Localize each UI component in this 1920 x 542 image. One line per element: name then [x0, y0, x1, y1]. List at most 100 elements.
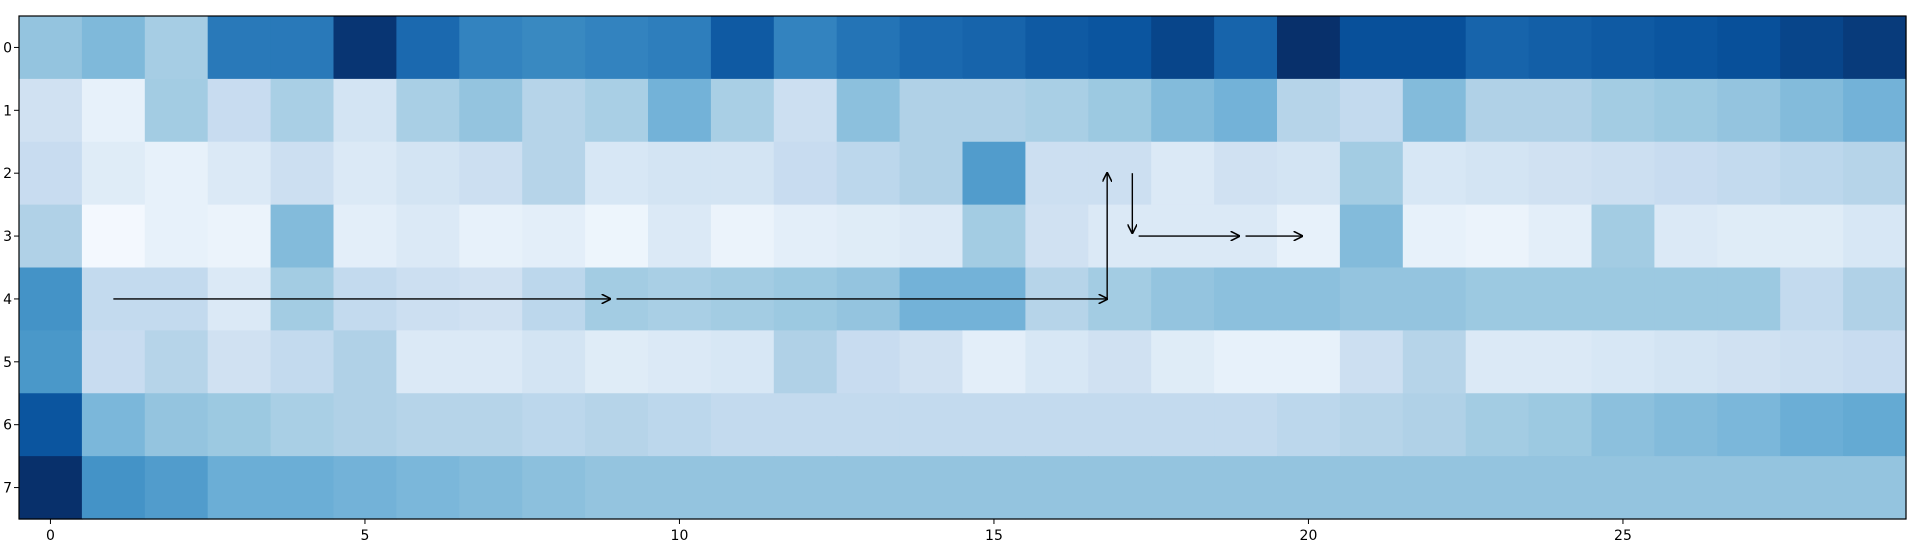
heatmap-cell-r3-c10 — [648, 204, 712, 269]
heatmap-cell-r0-c5 — [333, 16, 397, 80]
heatmap-cell-r0-c22 — [1402, 16, 1467, 80]
heatmap-cell-r2-c18 — [1151, 141, 1215, 206]
heatmap-cell-r1-c20 — [1277, 78, 1341, 143]
heatmap-cell-r0-c7 — [459, 16, 523, 80]
x-tick-label-20: 20 — [1300, 528, 1318, 542]
heatmap-cell-r0-c28 — [1780, 16, 1844, 80]
x-tick-label-25: 25 — [1614, 528, 1632, 542]
heatmap-cell-r3-c3 — [207, 204, 272, 269]
heatmap-cell-r2-c0 — [19, 141, 83, 206]
heatmap-cell-r3-c23 — [1465, 204, 1530, 269]
heatmap-cell-r1-c2 — [144, 78, 209, 143]
heatmap-cell-r5-c4 — [270, 330, 335, 394]
heatmap-cell-r5-c8 — [522, 330, 586, 394]
heatmap-cell-r4-c29 — [1843, 267, 1907, 331]
heatmap-cell-r3-c22 — [1402, 204, 1467, 269]
heatmap-cell-r6-c8 — [522, 393, 586, 457]
heatmap-cell-r3-c9 — [585, 204, 649, 269]
heatmap-cell-r6-c14 — [899, 393, 964, 457]
heatmap-cell-r6-c5 — [333, 393, 397, 457]
heatmap-cell-r3-c7 — [459, 204, 523, 269]
x-tick-label-15: 15 — [985, 528, 1003, 542]
heatmap-cell-r4-c20 — [1277, 267, 1341, 331]
heatmap-cell-r4-c22 — [1402, 267, 1467, 331]
heatmap-cell-r1-c7 — [459, 78, 523, 143]
heatmap-cell-r1-c24 — [1528, 78, 1593, 143]
heatmap-cell-r7-c22 — [1402, 456, 1467, 520]
heatmap-cell-r0-c19 — [1214, 16, 1278, 80]
heatmap-cell-r3-c25 — [1591, 204, 1655, 269]
heatmap-cell-r3-c5 — [333, 204, 397, 269]
heatmap-cell-r1-c23 — [1465, 78, 1530, 143]
heatmap-cell-r5-c21 — [1339, 330, 1404, 394]
heatmap-cell-r3-c13 — [836, 204, 901, 269]
heatmap-cell-r7-c23 — [1465, 456, 1530, 520]
heatmap-cell-r2-c23 — [1465, 141, 1530, 206]
y-tick-label-1: 1 — [3, 103, 12, 119]
heatmap-cell-r6-c17 — [1088, 393, 1152, 457]
heatmap-cell-r0-c8 — [522, 16, 586, 80]
heatmap-cell-r0-c1 — [81, 16, 146, 80]
heatmap-cell-r6-c11 — [710, 393, 775, 457]
heatmap-cell-r6-c24 — [1528, 393, 1593, 457]
heatmap-cell-r7-c15 — [962, 456, 1026, 520]
heatmap-cell-r6-c20 — [1277, 393, 1341, 457]
heatmap-cell-r2-c19 — [1214, 141, 1278, 206]
heatmap-cell-r1-c22 — [1402, 78, 1467, 143]
heatmap-cell-r2-c14 — [899, 141, 964, 206]
heatmap-cell-r2-c11 — [710, 141, 775, 206]
heatmap-cell-r7-c16 — [1025, 456, 1089, 520]
heatmap-cell-r6-c13 — [836, 393, 901, 457]
heatmap-cell-r5-c25 — [1591, 330, 1655, 394]
heatmap-cell-r2-c21 — [1339, 141, 1404, 206]
heatmap-cell-r2-c25 — [1591, 141, 1655, 206]
heatmap-cell-r2-c9 — [585, 141, 649, 206]
heatmap-cell-r0-c11 — [710, 16, 775, 80]
heatmap-cell-r0-c0 — [19, 16, 83, 80]
heatmap-cell-r1-c9 — [585, 78, 649, 143]
heatmap-cell-r2-c1 — [81, 141, 146, 206]
heatmap-cell-r0-c12 — [773, 16, 838, 80]
heatmap-cell-r1-c14 — [899, 78, 964, 143]
y-axis: 0 1 2 3 4 5 6 7 — [3, 40, 19, 497]
heatmap-cell-r7-c26 — [1654, 456, 1718, 520]
heatmap-cell-r5-c13 — [836, 330, 901, 394]
heatmap-cell-r6-c2 — [144, 393, 209, 457]
heatmap-cell-r1-c19 — [1214, 78, 1278, 143]
heatmap-cell-r3-c24 — [1528, 204, 1593, 269]
y-tick-label-7: 7 — [3, 481, 12, 497]
heatmap-cell-r1-c3 — [207, 78, 272, 143]
heatmap-cell-r5-c16 — [1025, 330, 1089, 394]
y-tick-label-6: 6 — [3, 418, 12, 434]
heatmap-cell-r5-c17 — [1088, 330, 1152, 394]
heatmap-cell-r1-c5 — [333, 78, 397, 143]
heatmap-cell-r5-c10 — [648, 330, 712, 394]
heatmap-cell-r6-c27 — [1717, 393, 1781, 457]
heatmap-cell-r4-c18 — [1151, 267, 1215, 331]
heatmap-cell-r4-c26 — [1654, 267, 1718, 331]
heatmap-cell-r7-c17 — [1088, 456, 1152, 520]
heatmap-cell-r2-c28 — [1780, 141, 1844, 206]
heatmap-cell-r7-c1 — [81, 456, 146, 520]
x-tick-label-5: 5 — [360, 528, 369, 542]
heatmap-cell-r3-c29 — [1843, 204, 1907, 269]
heatmap-cell-r2-c12 — [773, 141, 838, 206]
x-axis: 0 5 10 15 20 25 — [46, 519, 1632, 542]
heatmap-cell-r0-c29 — [1843, 16, 1907, 80]
heatmap-cell-r3-c15 — [962, 204, 1026, 269]
heatmap-cell-r5-c26 — [1654, 330, 1718, 394]
heatmap-cell-r0-c14 — [899, 16, 964, 80]
heatmap-cell-r7-c20 — [1277, 456, 1341, 520]
heatmap-cell-r1-c6 — [396, 78, 460, 143]
arrow-annotations — [113, 173, 1302, 299]
heatmap-cell-r5-c27 — [1717, 330, 1781, 394]
heatmap-cell-r6-c28 — [1780, 393, 1844, 457]
heatmap-cell-r0-c3 — [207, 16, 272, 80]
heatmap-cell-r1-c15 — [962, 78, 1026, 143]
heatmap-cell-r5-c9 — [585, 330, 649, 394]
heatmap-cell-r1-c18 — [1151, 78, 1215, 143]
heatmap-cell-r3-c6 — [396, 204, 460, 269]
heatmap-cell-r2-c17 — [1088, 141, 1152, 206]
heatmap-cell-r2-c2 — [144, 141, 209, 206]
heatmap-cell-r1-c0 — [19, 78, 83, 143]
